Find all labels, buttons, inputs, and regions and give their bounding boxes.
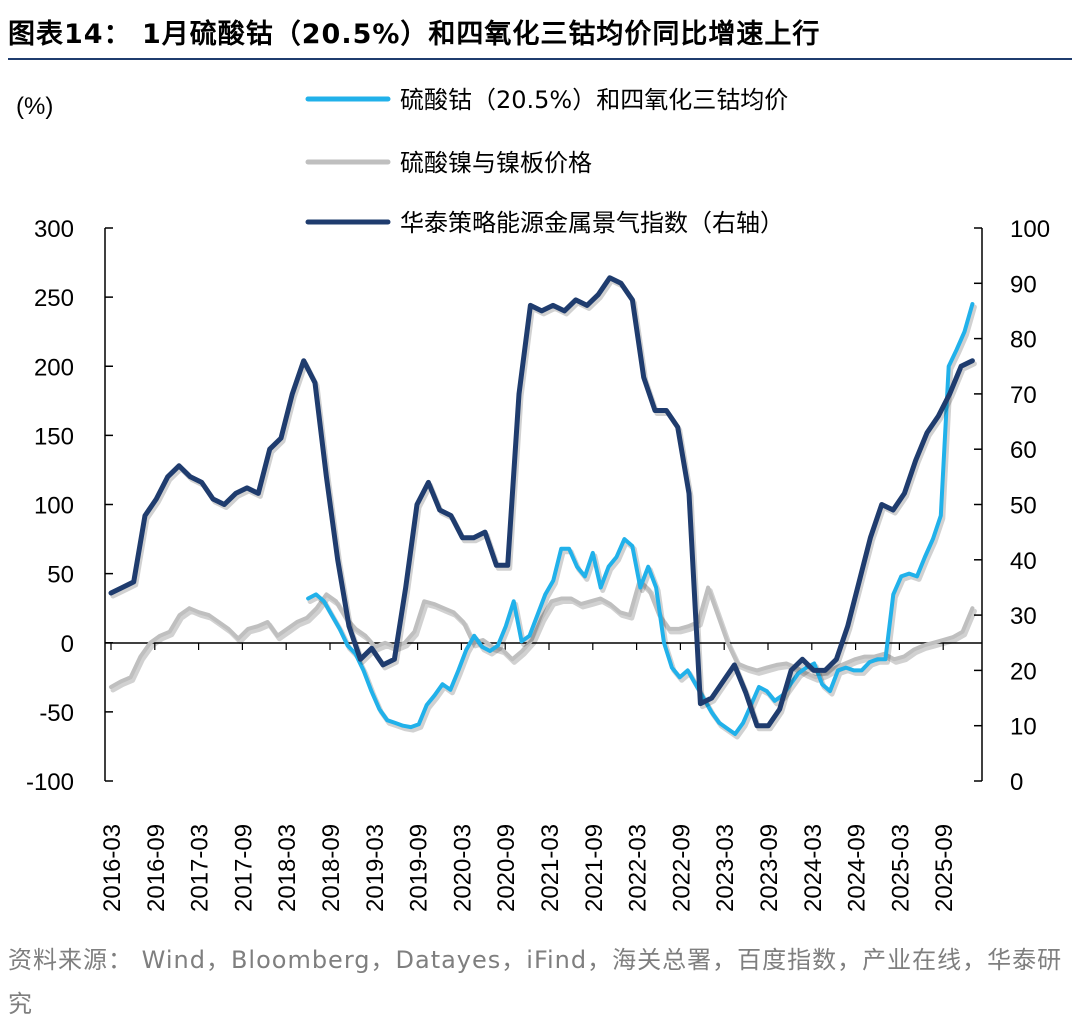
right-tick-label: 40 (1010, 548, 1037, 575)
x-tick-label: 2020-09 (493, 824, 520, 912)
x-tick-label: 2016-03 (99, 824, 126, 912)
x-tick-label: 2020-03 (449, 824, 476, 912)
right-tick-label: 20 (1010, 658, 1037, 685)
x-tick-label: 2025-09 (931, 824, 958, 912)
x-tick-label: 2016-09 (143, 824, 170, 912)
x-axis-ticks: 2016-03 2016-09 2017-03 2017-09 2018-03 2018-… (99, 643, 958, 912)
x-tick-label: 2023-03 (712, 824, 739, 912)
x-tick-label: 2019-03 (362, 824, 389, 912)
right-tick-label: 50 (1010, 493, 1037, 520)
x-tick-label: 2022-09 (668, 824, 695, 912)
left-tick-label: 250 (34, 285, 74, 312)
right-tick-label: 0 (1010, 769, 1023, 796)
series-layer (108, 275, 977, 740)
line-chart: (%) 硫酸钴（20.5%）和四氧化三钴均价 硫酸镍与镍板价格 华泰策略能源金属… (16, 86, 1050, 912)
left-tick-label: 0 (61, 631, 74, 658)
x-tick-label: 2019-09 (406, 824, 433, 912)
series-line-0 (306, 302, 975, 736)
legend: 硫酸钴（20.5%）和四氧化三钴均价 硫酸镍与镍板价格 华泰策略能源金属景气指数… (305, 86, 788, 237)
x-tick-label: 2025-03 (887, 824, 914, 912)
series-shadow (307, 304, 977, 740)
series-line-2 (108, 275, 975, 729)
series-shadow (110, 581, 977, 693)
right-tick-label: 10 (1010, 714, 1037, 741)
x-tick-label: 2017-09 (230, 824, 257, 912)
left-tick-label: 300 (34, 216, 74, 243)
x-tick-label: 2024-09 (844, 824, 871, 912)
right-tick-label: 30 (1010, 603, 1037, 630)
legend-label-index: 华泰策略能源金属景气指数（右轴） (400, 209, 784, 237)
title-rule (8, 58, 1072, 60)
left-tick-label: 150 (34, 423, 74, 450)
right-tick-label: 90 (1010, 271, 1037, 298)
right-tick-label: 60 (1010, 437, 1037, 464)
left-tick-label: -50 (39, 700, 74, 727)
source-note: 资料来源： Wind，Bloomberg，Datayes，iFind，海关总署，… (8, 946, 1063, 1018)
x-tick-label: 2018-03 (274, 824, 301, 912)
left-tick-label: -100 (26, 769, 74, 796)
right-tick-label: 70 (1010, 382, 1037, 409)
x-tick-label: 2021-09 (581, 824, 608, 912)
right-tick-label: 80 (1010, 327, 1037, 354)
unit-label: (%) (16, 93, 53, 120)
x-tick-label: 2021-03 (537, 824, 564, 912)
left-tick-label: 200 (34, 354, 74, 381)
series-line-1 (109, 578, 975, 689)
left-axis-ticks: 300 250 200 150 100 50 0 -50 -100 (26, 216, 113, 796)
right-tick-label: 100 (1010, 216, 1050, 243)
x-tick-label: 2017-03 (187, 824, 214, 912)
x-tick-label: 2018-09 (318, 824, 345, 912)
x-tick-label: 2023-09 (756, 824, 783, 912)
chart-title: 图表14： 1月硫酸钴（20.5%）和四氧化三钴均价同比增速上行 (8, 19, 821, 50)
left-tick-label: 50 (47, 562, 74, 589)
x-tick-label: 2022-03 (625, 824, 652, 912)
x-tick-label: 2024-03 (800, 824, 827, 912)
left-tick-label: 100 (34, 493, 74, 520)
legend-label-cobalt: 硫酸钴（20.5%）和四氧化三钴均价 (400, 86, 788, 114)
legend-label-nickel: 硫酸镍与镍板价格 (400, 149, 592, 177)
